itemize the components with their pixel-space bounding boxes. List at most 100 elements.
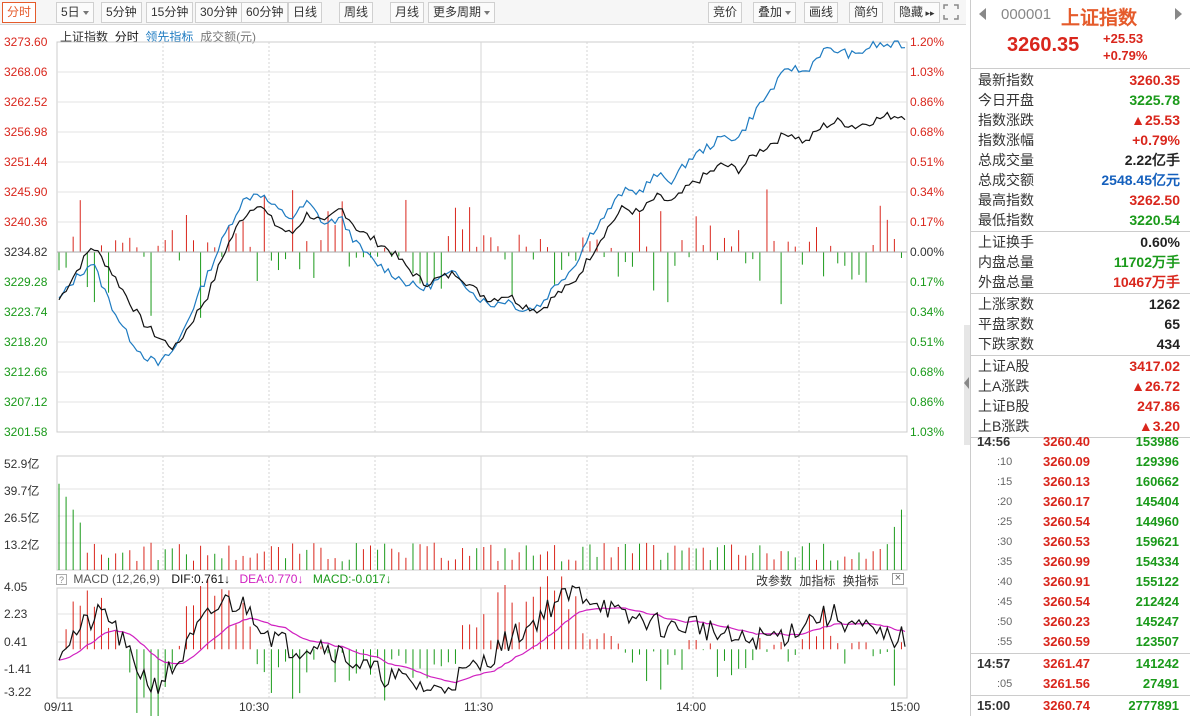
- stat-label: 上证换手: [978, 234, 1034, 250]
- pct-tick-label: 1.20%: [910, 35, 945, 49]
- period-tab-8[interactable]: 月线: [390, 2, 425, 23]
- tick-time: :40: [997, 576, 1013, 588]
- period-tab-label: 5分钟: [106, 5, 137, 19]
- period-tab-6[interactable]: 日线: [288, 2, 323, 23]
- time-tick-label: 15:00: [890, 700, 921, 714]
- period-tab-7[interactable]: 周线: [339, 2, 374, 23]
- stat-label: 指数涨幅: [978, 132, 1034, 148]
- tick-price: 3261.47: [1043, 656, 1090, 671]
- price-tick-label: 3223.74: [4, 305, 48, 319]
- price-tick-label: 3207.12: [4, 395, 48, 409]
- stat-row: 上证A股 3417.02: [978, 356, 1184, 376]
- stock-name: 上证指数: [1061, 8, 1138, 29]
- tool-button-label: 叠加: [758, 5, 783, 19]
- stat-value: 0.60%: [1140, 234, 1180, 250]
- stat-value: 10467万手: [1113, 274, 1180, 290]
- price-tick-label: 3234.82: [4, 245, 48, 259]
- time-tick-label: 11:30: [464, 700, 494, 714]
- tool-button-label: 隐藏: [899, 5, 924, 19]
- tick-row: :25 3260.54 144960: [971, 512, 1190, 532]
- stat-value: 247.86: [1137, 398, 1180, 414]
- period-tab-5[interactable]: 60分钟: [241, 2, 289, 23]
- stat-row: 今日开盘 3225.78: [978, 90, 1184, 110]
- panel-toggle-icon[interactable]: [964, 325, 970, 445]
- tool-button-1[interactable]: 叠加: [753, 2, 797, 23]
- price-tick-label: 3212.66: [4, 365, 48, 379]
- tick-row: :50 3260.23 145247: [971, 612, 1190, 632]
- stat-value: 3220.54: [1129, 212, 1180, 228]
- tick-row: :45 3260.54 212424: [971, 592, 1190, 612]
- period-tab-label: 60分钟: [246, 5, 284, 19]
- stat-label: 今日开盘: [978, 92, 1034, 108]
- next-stock-icon[interactable]: [1175, 8, 1182, 20]
- lead-indicator-line: [58, 40, 906, 367]
- stat-value: ▲3.20: [1138, 418, 1180, 434]
- stat-value: 3260.35: [1129, 72, 1180, 88]
- tick-volume: 144960: [1135, 514, 1179, 529]
- tick-row: 14:56 3260.40 153986: [971, 432, 1190, 452]
- period-tab-label: 日线: [293, 5, 318, 19]
- pct-tick-label: 0.34%: [910, 305, 945, 319]
- volume-tick-label: 39.7亿: [4, 484, 40, 498]
- stat-value: 2548.45亿元: [1101, 172, 1180, 188]
- tick-price: 3260.53: [1043, 534, 1090, 549]
- stat-label: 下跌家数: [978, 336, 1034, 352]
- stat-label: 上证B股: [978, 398, 1030, 414]
- price-tick-label: 3240.36: [4, 215, 48, 229]
- tick-row: :30 3260.53 159621: [971, 532, 1190, 552]
- time-tick-label: 09/11: [44, 700, 74, 714]
- price-tick-label: 3268.06: [4, 65, 48, 79]
- tool-button-label: 竞价: [713, 5, 738, 19]
- period-tab-0[interactable]: 分时: [2, 2, 37, 23]
- volume-tick-label: 26.5亿: [4, 511, 40, 525]
- volume-tick-label: 52.9亿: [4, 457, 40, 471]
- tool-button-0[interactable]: 竞价: [708, 2, 743, 23]
- tick-price: 3260.40: [1043, 434, 1090, 449]
- period-tab-3[interactable]: 15分钟: [146, 2, 194, 23]
- pct-tick-label: 1.03%: [910, 65, 945, 79]
- price-tick-label: 3245.90: [4, 185, 48, 199]
- add-indicator-button[interactable]: 加指标: [799, 574, 836, 588]
- intraday-chart[interactable]: [0, 0, 966, 716]
- double-right-arrow-icon: ▸▸: [923, 8, 935, 18]
- pct-tick-label: 0.34%: [910, 185, 945, 199]
- stat-row: 最低指数 3220.54: [978, 210, 1184, 230]
- macd-dea: DEA:0.770: [239, 572, 298, 586]
- stat-label: 内盘总量: [978, 254, 1034, 270]
- switch-indicator-button[interactable]: 换指标: [842, 574, 879, 588]
- pct-tick-label: 0.17%: [910, 215, 945, 229]
- tick-price: 3260.54: [1043, 514, 1090, 529]
- period-tab-label: 分时: [7, 5, 32, 19]
- expand-icon[interactable]: [943, 4, 959, 20]
- pct-tick-label: 0.17%: [910, 275, 945, 289]
- tool-button-3[interactable]: 简约: [849, 2, 884, 23]
- help-icon[interactable]: ?: [56, 574, 67, 585]
- stat-row: 指数涨跌 ▲25.53: [978, 110, 1184, 130]
- chevron-down-icon: [484, 10, 491, 15]
- tick-volume: 160662: [1135, 474, 1179, 489]
- tick-price: 3260.17: [1043, 494, 1090, 509]
- tool-button-4[interactable]: 隐藏 ▸▸: [894, 2, 940, 23]
- period-tab-9[interactable]: 更多周期: [428, 2, 496, 23]
- close-icon[interactable]: ×: [892, 573, 904, 585]
- time-tick-label: 14:00: [676, 700, 707, 714]
- stat-value: 1262: [1148, 296, 1180, 312]
- prev-stock-icon[interactable]: [979, 8, 986, 20]
- tick-volume: 159621: [1135, 534, 1179, 549]
- stat-row: 上证B股 247.86: [978, 396, 1184, 416]
- tick-time: :55: [997, 636, 1013, 648]
- period-tab-2[interactable]: 5分钟: [101, 2, 142, 23]
- stat-row: 总成交量 2.22亿手: [978, 150, 1184, 170]
- period-tab-1[interactable]: 5日: [56, 2, 94, 23]
- tick-time: :05: [997, 678, 1013, 690]
- tool-button-2[interactable]: 画线: [804, 2, 839, 23]
- macd-actions: 改参数 加指标 换指标: [756, 572, 879, 589]
- current-price: 3260.35: [1007, 34, 1080, 56]
- tick-volume: 129396: [1135, 454, 1179, 469]
- stat-label: 上证A股: [978, 358, 1030, 374]
- stat-row: 总成交额 2548.45亿元: [978, 170, 1184, 190]
- change-params-button[interactable]: 改参数: [756, 574, 793, 588]
- stat-label: 上A涨跌: [978, 378, 1030, 394]
- stat-label: 平盘家数: [978, 316, 1034, 332]
- tick-volume: 141242: [1135, 656, 1179, 671]
